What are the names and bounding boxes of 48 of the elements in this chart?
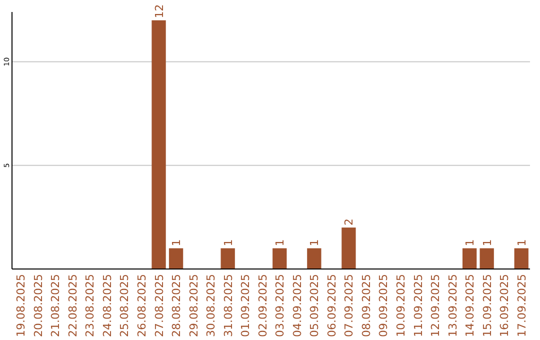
bar: [307, 248, 322, 269]
data-label: 1: [222, 239, 235, 246]
x-tick-label: 09.09.2025: [377, 274, 390, 337]
x-tick-label: 28.08.2025: [170, 274, 184, 337]
x-tick-label: 15.09.2025: [480, 274, 494, 337]
x-tick-label: 14.09.2025: [464, 274, 477, 337]
x-tick-label: 07.09.2025: [342, 274, 356, 337]
bar: [220, 248, 235, 269]
x-tick-label: 29.08.2025: [187, 274, 200, 337]
x-tick-label: 04.09.2025: [290, 274, 304, 337]
bar: [480, 248, 494, 269]
x-tick-label: 02.09.2025: [256, 274, 270, 337]
x-tick-label: 27.08.2025: [152, 274, 166, 337]
x-tick-label: 20.08.2025: [32, 274, 45, 337]
x-tick-label: 17.09.2025: [515, 274, 528, 337]
x-tick-label: 03.09.2025: [274, 274, 287, 337]
x-tick-label: 22.08.2025: [66, 274, 80, 337]
bar: [168, 248, 184, 269]
data-label: 1: [515, 239, 528, 246]
bar: [514, 248, 528, 269]
data-label: 1: [274, 239, 287, 246]
x-tick-label: 24.08.2025: [100, 274, 114, 337]
data-label: 1: [308, 239, 322, 246]
x-tick-label: 30.08.2025: [204, 274, 218, 337]
x-tick-label: 25.08.2025: [118, 274, 132, 337]
bar: [152, 20, 166, 269]
data-label: 2: [342, 218, 356, 226]
data-label: 1: [480, 239, 494, 246]
data-label: 12: [152, 4, 166, 18]
x-tick-label: 08.09.2025: [360, 274, 373, 337]
x-tick-label: 19.08.2025: [14, 274, 28, 337]
x-tick-label: 13.09.2025: [446, 274, 460, 337]
x-tick-label: 11.09.2025: [412, 274, 425, 337]
bar: [272, 248, 287, 269]
x-tick-label: 23.08.2025: [84, 274, 97, 337]
x-tick-label: 10.09.2025: [394, 274, 408, 337]
x-tick-label: 26.08.2025: [136, 274, 148, 337]
x-tick-label: 16.09.2025: [498, 274, 512, 337]
data-label: 1: [170, 239, 184, 246]
bar: [462, 248, 477, 269]
x-tick-label: 12.09.2025: [429, 274, 442, 337]
x-tick-label: 05.09.2025: [308, 274, 322, 337]
x-tick-label: 31.08.2025: [222, 274, 235, 337]
data-label: 1: [464, 239, 477, 246]
x-tick-label: 21.08.2025: [49, 274, 62, 337]
x-tick-label: 01.09.2025: [239, 274, 252, 337]
x-tick-label: 06.09.2025: [325, 274, 338, 337]
bar: [342, 228, 356, 269]
